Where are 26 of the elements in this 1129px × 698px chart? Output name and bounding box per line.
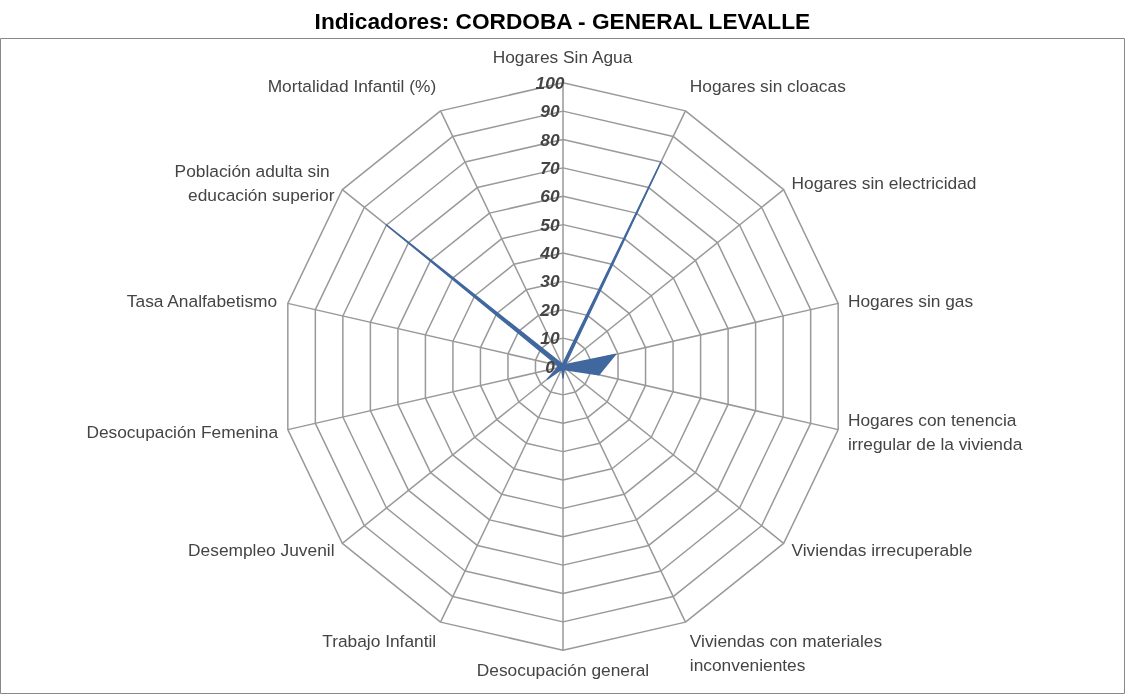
chart-title: Indicadores: CORDOBA - GENERAL LEVALLE	[314, 7, 811, 34]
y-tick-label: 50	[540, 214, 560, 235]
spoke-label: Hogares sin cloacas	[689, 75, 847, 96]
spoke-label: Población adulta sin educación superior	[174, 161, 335, 206]
spoke-label: Desocupación general	[476, 660, 650, 681]
spoke-label: Mortalidad Infantil (%)	[267, 75, 437, 96]
y-tick-label: 90	[540, 101, 560, 122]
y-tick-label: 60	[540, 186, 560, 207]
y-tick-label: 0	[545, 356, 556, 377]
spoke-label: Viviendas irrecuperable	[791, 539, 973, 560]
spoke-label: Hogares sin gas	[847, 291, 974, 312]
spoke-label: Desempleo Juvenil	[188, 539, 335, 560]
y-tick-label: 30	[540, 271, 560, 292]
spoke-label: Viviendas con materiales inconvenientes	[689, 631, 883, 676]
y-tick-label: 80	[540, 129, 560, 150]
spoke-label: Tasa Analfabetismo	[126, 291, 278, 312]
y-tick-label: 70	[540, 157, 560, 178]
spoke-label: Hogares Sin Agua	[492, 46, 633, 67]
y-tick-label: 40	[539, 243, 560, 264]
y-tick-label: 100	[535, 72, 565, 93]
spoke-label: Trabajo Infantil	[322, 631, 437, 652]
spoke-label: Desocupación Femenina	[86, 421, 279, 442]
spoke-label: Hogares con tenencia irregular de la vivienda	[847, 409, 1023, 454]
y-tick-label: 10	[540, 328, 560, 349]
y-tick-label: 20	[539, 299, 560, 320]
spoke-label: Hogares sin electricidad	[791, 173, 977, 194]
